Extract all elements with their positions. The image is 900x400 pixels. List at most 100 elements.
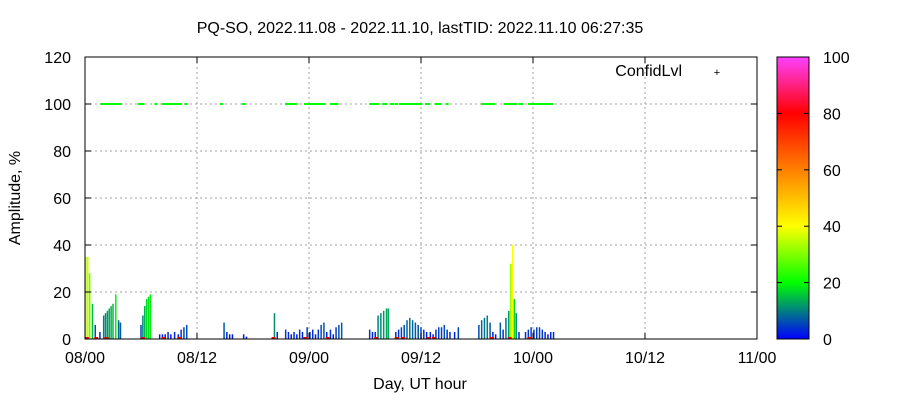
amplitude-bar — [368, 329, 371, 339]
amplitude-bar — [143, 306, 146, 339]
confidence-point — [434, 103, 438, 105]
amplitude-bar — [273, 313, 276, 339]
amplitude-bar — [223, 322, 225, 339]
confidence-point — [438, 103, 442, 105]
amplitude-bar — [91, 303, 94, 339]
amplitude-bar — [110, 306, 112, 339]
amplitude-bar — [429, 331, 432, 339]
confidence-point — [307, 103, 311, 105]
confidence-point — [370, 103, 374, 105]
confidence-point — [518, 103, 522, 105]
grid — [85, 57, 757, 339]
legend: ConfidLvl + — [615, 63, 720, 80]
amplitude-bar — [323, 322, 325, 339]
confidence-point — [161, 103, 165, 105]
confidence-point — [303, 103, 307, 105]
amplitude-bar — [180, 329, 182, 339]
y-tick-label: 80 — [53, 144, 71, 161]
amplitude-bar — [117, 320, 120, 339]
amplitude-bar — [483, 317, 486, 339]
confidence-point — [488, 103, 492, 105]
x-tick-label: 09/00 — [289, 350, 329, 367]
amplitude-bar — [409, 317, 411, 339]
y-tick-label: 100 — [44, 97, 71, 114]
amplitude-bar — [142, 315, 144, 339]
amplitude-bar — [104, 313, 107, 339]
y-tick-label: 40 — [53, 238, 71, 255]
x-tick-label: 10/12 — [625, 350, 665, 367]
confidence-point — [486, 103, 490, 105]
confidence-point — [406, 103, 410, 105]
confidence-point — [137, 103, 141, 105]
confidence-point — [100, 103, 104, 105]
confidence-point — [415, 103, 419, 105]
low-level-marker — [432, 337, 437, 339]
confidence-point — [372, 103, 376, 105]
amplitude-bar — [164, 334, 167, 339]
confidence-points — [100, 103, 554, 105]
confidence-point — [509, 103, 513, 105]
confidence-point — [242, 103, 246, 105]
confidence-point — [376, 103, 380, 105]
amplitude-bar — [435, 329, 437, 339]
amplitude-bar — [94, 324, 97, 339]
confidence-point — [507, 103, 511, 105]
amplitude-bar — [320, 324, 322, 339]
confidence-point — [384, 103, 388, 105]
confidence-point — [329, 103, 333, 105]
confidence-point — [425, 103, 429, 105]
confidence-point — [154, 103, 158, 105]
amplitude-bar — [547, 334, 549, 339]
amplitude-bar — [492, 331, 494, 339]
colorbar: 0 20 40 60 80 100 — [776, 50, 850, 349]
confidence-point — [294, 103, 298, 105]
confidence-point — [163, 103, 167, 105]
amplitude-bars — [85, 245, 555, 339]
amplitude-bar — [385, 308, 388, 339]
amplitude-bar — [371, 331, 374, 339]
amplitude-bar — [440, 327, 443, 339]
low-level-marker — [507, 337, 512, 339]
low-level-marker — [325, 337, 330, 339]
confidence-point — [538, 103, 542, 105]
amplitude-bar — [397, 329, 400, 339]
confidence-point — [395, 103, 399, 105]
amplitude-bar — [499, 322, 502, 339]
confidence-point — [288, 103, 292, 105]
amplitude-bar — [533, 329, 535, 339]
confidence-point — [445, 103, 449, 105]
amplitude-bar — [395, 331, 397, 339]
amplitude-bar — [380, 313, 382, 339]
amplitude-bar — [340, 322, 343, 339]
amplitude-bar — [377, 315, 379, 339]
amplitude-bar — [87, 256, 89, 339]
amplitude-bar — [549, 331, 552, 339]
confidence-point — [104, 103, 108, 105]
amplitude-bar — [387, 308, 390, 339]
amplitude-bar — [85, 256, 87, 339]
amplitude-bar — [480, 320, 483, 339]
confidence-point — [542, 103, 546, 105]
amplitude-bar — [502, 329, 504, 339]
chart-title: PQ-SO, 2022.11.08 - 2022.11.10, lastTID:… — [197, 20, 644, 37]
amplitude-bar — [158, 334, 161, 339]
amplitude-bar — [108, 308, 111, 339]
amplitude-bar — [511, 245, 514, 339]
amplitude-bar — [106, 310, 109, 339]
amplitude-bar — [457, 327, 460, 339]
confidence-point — [533, 103, 537, 105]
confidence-point — [389, 103, 393, 105]
amplitude-bar — [437, 327, 440, 339]
confidence-point — [546, 103, 550, 105]
amplitude-bar — [414, 322, 417, 339]
confidence-point — [374, 103, 378, 105]
amplitude-bar — [432, 334, 434, 339]
y-tick-label: 120 — [44, 50, 71, 67]
confidence-point — [520, 103, 524, 105]
amplitude-bar — [505, 317, 507, 339]
amplitude-bar — [338, 324, 340, 339]
confidence-point — [548, 103, 552, 105]
low-level-marker — [527, 337, 532, 339]
confidence-point — [436, 103, 440, 105]
confidence-point — [118, 103, 122, 105]
